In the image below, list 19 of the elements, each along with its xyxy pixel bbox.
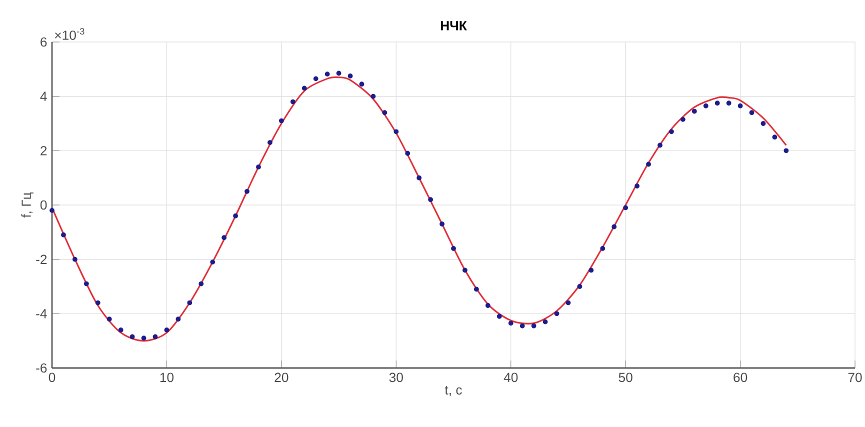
text: ×10$^{-3}$ xyxy=(55,28,84,40)
x-tick-label: 10 xyxy=(160,372,174,382)
x-tick-label: 20 xyxy=(274,372,288,382)
x-tick-label: 40 xyxy=(504,372,518,382)
y-tick-label: -6 xyxy=(36,363,47,373)
x-axis-title: t, c xyxy=(444,386,462,396)
x-tick-label: 0 xyxy=(48,372,56,382)
y-tick-label: 2 xyxy=(40,146,47,156)
y-tick-label: 0 xyxy=(40,200,47,210)
x-tick-label: 30 xyxy=(389,372,403,382)
y-tick-label: -2 xyxy=(36,254,47,264)
x-tick-label: 60 xyxy=(734,372,748,382)
y-tick-label: 6 xyxy=(40,37,47,47)
x-tick-label: 50 xyxy=(618,372,632,382)
y-tick-label: -4 xyxy=(36,309,47,318)
y-tick-label: 4 xyxy=(40,92,47,101)
x-tick-label: 70 xyxy=(848,372,862,382)
y-axis-title: f, Гц xyxy=(21,192,34,218)
chart-title: НЧК xyxy=(440,21,467,30)
